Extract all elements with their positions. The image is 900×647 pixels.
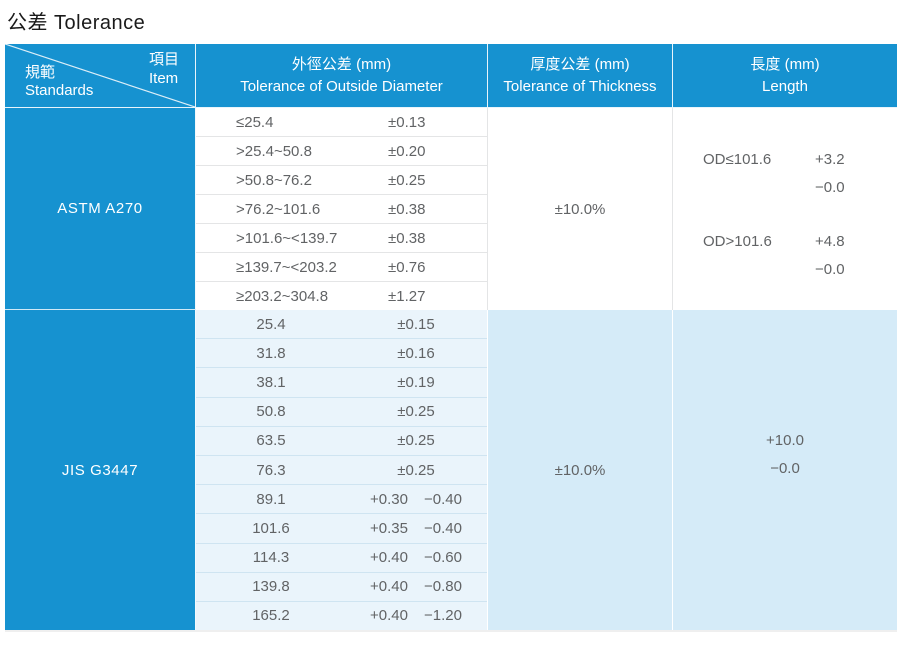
table-row: 101.6 +0.35 −0.40 xyxy=(196,513,487,542)
od-size: 50.8 xyxy=(256,403,286,421)
table-row: 165.2 +0.40 −1.20 xyxy=(196,600,487,630)
length-tolerance-cell: OD≤101.6 +3.2 −0.0 OD>101.6 +4.8 −0.0 xyxy=(673,108,897,310)
od-size: 38.1 xyxy=(256,373,286,391)
header-corner-cell: 項目 Item 規範 Standards xyxy=(5,44,196,108)
od-tol: ±0.38 xyxy=(388,200,426,218)
table-row: >101.6~<139.7 ±0.38 xyxy=(196,223,487,252)
od-range: ≤25.4 xyxy=(236,113,274,131)
od-tol: ±0.25 xyxy=(397,461,435,479)
od-tol: ±1.27 xyxy=(388,287,426,305)
od-minus: −0.60 xyxy=(424,549,462,567)
table-row: 76.3 ±0.25 xyxy=(196,454,487,484)
od-minus: −0.40 xyxy=(424,519,462,537)
tolerance-table: 項目 Item 規範 Standards 外徑公差 (mm) Tolerance… xyxy=(5,44,897,630)
od-size: 114.3 xyxy=(252,549,290,567)
length-condition: OD≤101.6 xyxy=(703,151,772,168)
table-row: ≥139.7~<203.2 ±0.76 xyxy=(196,252,487,281)
od-tol: ±0.25 xyxy=(397,432,435,450)
thickness-tolerance-value: ±10.0% xyxy=(488,108,673,310)
table-row: 63.5 ±0.25 xyxy=(196,425,487,455)
table-row: >25.4~50.8 ±0.20 xyxy=(196,136,487,165)
standard-name: ASTM A270 xyxy=(5,108,196,310)
od-tol: ±0.16 xyxy=(397,344,435,362)
table-row: 38.1 ±0.19 xyxy=(196,367,487,396)
od-size: 63.5 xyxy=(256,432,286,450)
table-row: ≥203.2~304.8 ±1.27 xyxy=(196,281,487,310)
table-row: 89.1 +0.30 −0.40 xyxy=(196,484,487,513)
od-tol: ±0.20 xyxy=(388,142,426,160)
section-astm-a270: ASTM A270 ≤25.4 ±0.13 >25.4~50.8 ±0.20 >50… xyxy=(5,108,897,310)
table-row: 50.8 ±0.25 xyxy=(196,396,487,426)
standard-name: JIS G3447 xyxy=(5,310,196,630)
od-size: 101.6 xyxy=(252,519,290,537)
od-tolerance-column: 25.4 ±0.15 31.8 ±0.16 38.1 ±0.19 50.8 ±0.25 … xyxy=(196,310,488,630)
od-range: >76.2~101.6 xyxy=(236,200,321,218)
od-size: 76.3 xyxy=(256,461,286,479)
od-size: 139.8 xyxy=(252,578,290,596)
table-row: >76.2~101.6 ±0.38 xyxy=(196,194,487,223)
length-plus: +4.8 xyxy=(815,233,845,250)
header-standards-label: 規範 Standards xyxy=(25,63,94,100)
od-size: 89.1 xyxy=(256,490,286,508)
od-tol: ±0.76 xyxy=(388,258,426,276)
od-plus: +0.40 xyxy=(370,549,408,567)
table-row: 114.3 +0.40 −0.60 xyxy=(196,542,487,572)
od-plus: +0.35 xyxy=(370,519,408,537)
od-range: >25.4~50.8 xyxy=(236,142,312,160)
od-plus: +0.30 xyxy=(370,490,408,508)
section-jis-g3447: JIS G3447 25.4 ±0.15 31.8 ±0.16 38.1 ±0.19 … xyxy=(5,310,897,630)
od-tol: ±0.25 xyxy=(397,403,435,421)
page-title: 公差 Tolerance xyxy=(7,12,146,34)
diagonal-divider xyxy=(5,44,195,107)
od-range: ≥203.2~304.8 xyxy=(236,287,329,305)
od-minus: −0.40 xyxy=(424,490,462,508)
length-plus: +3.2 xyxy=(815,151,845,168)
od-size: 31.8 xyxy=(256,344,286,362)
table-row: >50.8~76.2 ±0.25 xyxy=(196,165,487,194)
length-minus: −0.0 xyxy=(815,179,845,196)
od-tol: ±0.25 xyxy=(388,171,426,189)
table-row: ≤25.4 ±0.13 xyxy=(196,108,487,136)
od-size: 165.2 xyxy=(252,607,290,625)
header-item-label: 項目 Item xyxy=(148,51,179,87)
length-minus: −0.0 xyxy=(770,460,800,477)
header-thickness-tolerance: 厚度公差 (mm) Tolerance of Thickness xyxy=(488,44,673,108)
thickness-tolerance-value: ±10.0% xyxy=(488,310,673,630)
od-plus: +0.40 xyxy=(370,607,408,625)
od-range: ≥139.7~<203.2 xyxy=(236,258,337,276)
od-minus: −1.20 xyxy=(424,607,462,625)
length-condition: OD>101.6 xyxy=(703,233,772,250)
table-row: 25.4 ±0.15 xyxy=(196,310,487,338)
length-plus: +10.0 xyxy=(766,432,804,449)
length-condition-block: OD>101.6 +4.8 −0.0 xyxy=(703,228,845,284)
header-length: 長度 (mm) Length xyxy=(673,44,897,108)
length-condition-block: OD≤101.6 +3.2 −0.0 xyxy=(703,146,845,202)
table-header: 項目 Item 規範 Standards 外徑公差 (mm) Tolerance… xyxy=(5,44,897,108)
table-row: 31.8 ±0.16 xyxy=(196,338,487,367)
od-minus: −0.80 xyxy=(424,578,462,596)
od-range: >101.6~<139.7 xyxy=(236,229,338,247)
length-values: +10.0 −0.0 xyxy=(673,295,897,615)
table-row: 139.8 +0.40 −0.80 xyxy=(196,571,487,601)
length-tolerance-cell: +10.0 −0.0 xyxy=(673,310,897,630)
od-range: >50.8~76.2 xyxy=(236,171,312,189)
od-plus: +0.40 xyxy=(370,578,408,596)
od-tol: ±0.38 xyxy=(388,229,426,247)
header-od-tolerance: 外徑公差 (mm) Tolerance of Outside Diameter xyxy=(196,44,488,108)
length-minus: −0.0 xyxy=(815,261,845,278)
od-tol: ±0.13 xyxy=(388,113,426,131)
od-tolerance-column: ≤25.4 ±0.13 >25.4~50.8 ±0.20 >50.8~76.2 ±0.… xyxy=(196,108,488,310)
od-size: 25.4 xyxy=(256,315,286,333)
od-tol: ±0.19 xyxy=(397,373,435,391)
od-tol: ±0.15 xyxy=(397,315,435,333)
